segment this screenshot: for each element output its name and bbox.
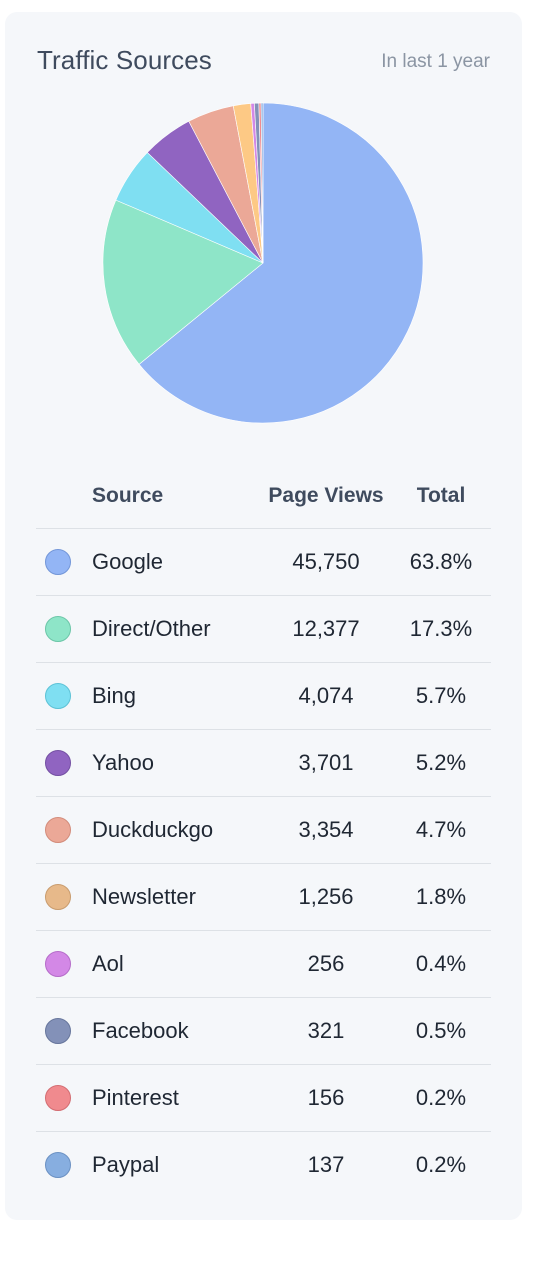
legend-dot-facebook	[45, 1018, 71, 1044]
pie-slice-paypal[interactable]	[260, 102, 264, 264]
table-row: Facebook 321 0.5%	[36, 997, 491, 1065]
page-views-value: 256	[261, 930, 391, 998]
page-views-value: 12,377	[261, 595, 391, 663]
table-row: Paypal 137 0.2%	[36, 1132, 491, 1199]
pie-chart-svg	[102, 102, 424, 424]
source-name: Duckduckgo	[92, 796, 261, 864]
source-name: Pinterest	[92, 1064, 261, 1132]
total-percent: 63.8%	[391, 528, 491, 596]
legend-dot-newsletter	[45, 884, 71, 910]
total-percent: 1.8%	[391, 863, 491, 931]
table-row: Duckduckgo 3,354 4.7%	[36, 796, 491, 864]
page-views-value: 321	[261, 997, 391, 1065]
total-percent: 5.7%	[391, 662, 491, 730]
source-name: Yahoo	[92, 729, 261, 797]
page-views-value: 45,750	[261, 528, 391, 596]
page-views-value: 1,256	[261, 863, 391, 931]
source-name: Direct/Other	[92, 595, 261, 663]
header-total: Total	[391, 464, 491, 529]
source-name: Newsletter	[92, 863, 261, 931]
pie-slice-google[interactable]	[138, 102, 424, 424]
legend-dot-pinterest	[45, 1085, 71, 1111]
source-name: Bing	[92, 662, 261, 730]
table-row: Newsletter 1,256 1.8%	[36, 863, 491, 931]
total-percent: 0.2%	[391, 1064, 491, 1132]
header-dot-column	[36, 464, 92, 529]
total-percent: 0.2%	[415, 1152, 467, 1177]
table-row: Bing 4,074 5.7%	[36, 662, 491, 730]
table-row: Google 45,750 63.8%	[36, 528, 491, 596]
card-title: Traffic Sources	[37, 45, 212, 75]
legend-dot-aol	[45, 951, 71, 977]
table-body: Google 45,750 63.8% Direct/Other 12,377 …	[36, 528, 491, 1199]
source-name: Facebook	[92, 997, 261, 1065]
legend-dot-direct-other	[45, 616, 71, 642]
header-source: Source	[92, 464, 261, 529]
legend-dot-google	[45, 549, 71, 575]
total-percent: 0.4%	[391, 930, 491, 998]
table-row: Direct/Other 12,377 17.3%	[36, 595, 491, 663]
total-percent: 5.2%	[391, 729, 491, 797]
page-views-value: 3,701	[261, 729, 391, 797]
sources-table: Source Page Views Total Google 45,750 63…	[36, 464, 491, 1198]
table-row: Yahoo 3,701 5.2%	[36, 729, 491, 797]
table-row: Pinterest 156 0.2%	[36, 1064, 491, 1132]
pie-chart	[100, 100, 426, 426]
traffic-sources-card: Traffic Sources In last 1 year Source Pa…	[5, 12, 522, 1220]
table-header-row: Source Page Views Total	[36, 464, 491, 529]
legend-dot-duckduckgo	[45, 817, 71, 843]
total-percent: 0.5%	[391, 997, 491, 1065]
total-percent: 4.7%	[391, 796, 491, 864]
total-percent: 17.3%	[391, 595, 491, 663]
legend-dot-bing	[45, 683, 71, 709]
page-views-value: 3,354	[261, 796, 391, 864]
page-views-value: 4,074	[261, 662, 391, 730]
source-name: Google	[92, 528, 261, 596]
page-views-value: 156	[261, 1064, 391, 1132]
pie-slice-direct-other[interactable]	[102, 199, 264, 365]
legend-dot-paypal	[45, 1152, 71, 1178]
legend-dot-yahoo	[45, 750, 71, 776]
source-name: Paypal	[92, 1152, 160, 1177]
header-page-views: Page Views	[261, 464, 391, 529]
card-subtitle: In last 1 year	[381, 51, 490, 72]
page-views-value: 137	[307, 1152, 345, 1177]
source-name: Aol	[92, 930, 261, 998]
table-row: Aol 256 0.4%	[36, 930, 491, 998]
